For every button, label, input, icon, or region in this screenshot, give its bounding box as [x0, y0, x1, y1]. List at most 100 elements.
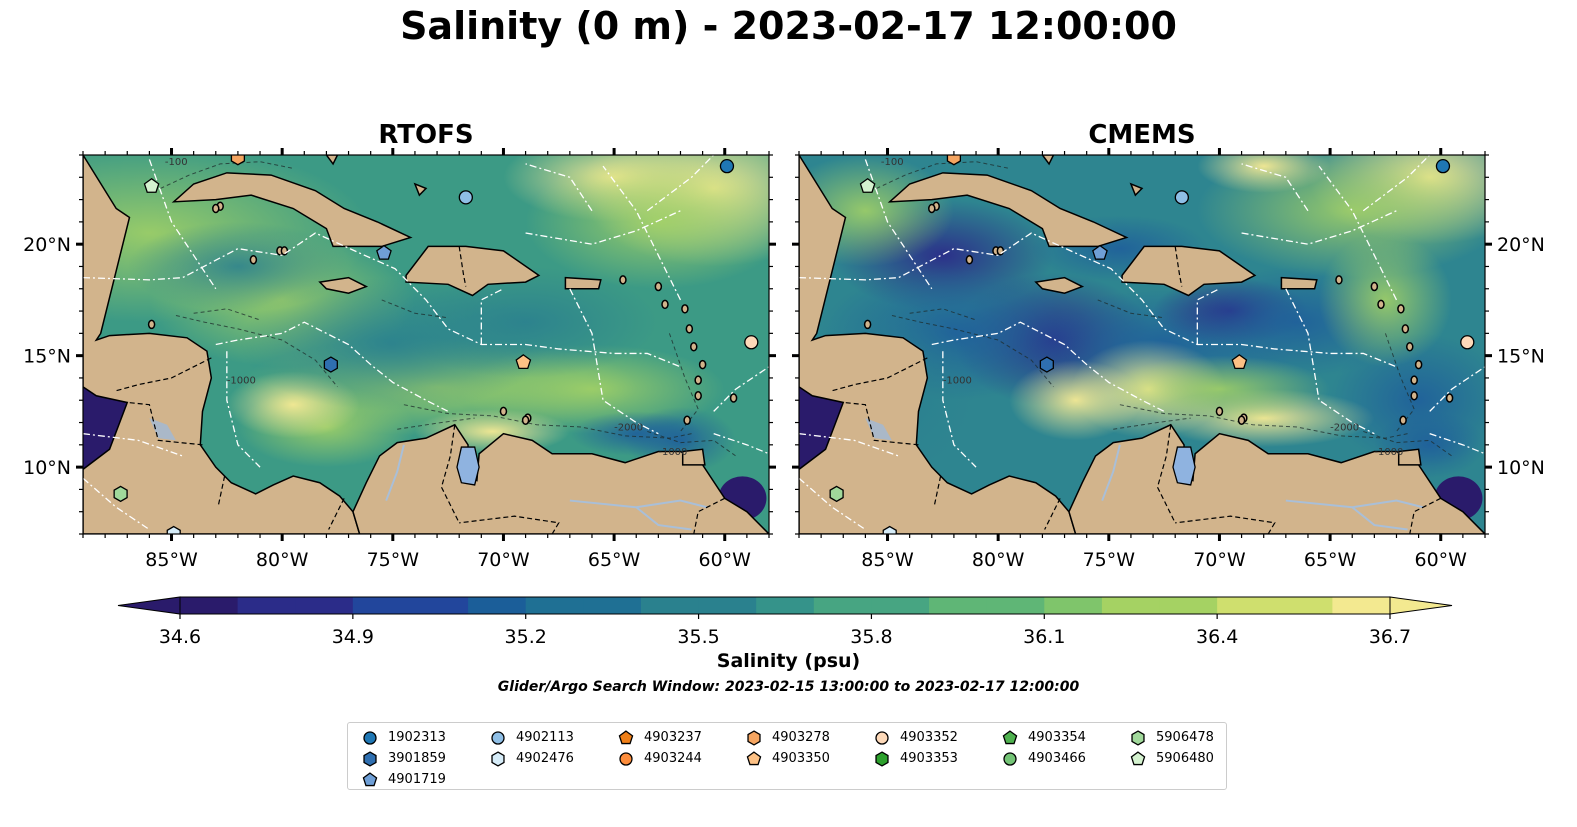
colorbar-segment [468, 597, 527, 614]
island [681, 304, 689, 314]
legend-column: 4903354 4903466 [1002, 727, 1086, 769]
float-legend: 1902313 3901859 4901719 4902113 4902476 49032… [347, 722, 1227, 790]
legend-label: 3901859 [388, 751, 446, 766]
float-marker-4901719 [1092, 244, 1108, 260]
land-polygon [318, 276, 369, 295]
colorbar-segment [1044, 597, 1103, 614]
river [1101, 444, 1121, 501]
land-polygon [1129, 182, 1144, 197]
colorbar-segment [929, 597, 988, 614]
panel-title-cmems: CMEMS [1088, 120, 1196, 150]
river [385, 444, 405, 501]
land-polygon [564, 276, 602, 290]
island [996, 246, 1005, 256]
legend-label: 4901719 [388, 772, 446, 787]
legend-marker [619, 751, 633, 766]
legend-column: 4903352 4903353 [874, 727, 958, 769]
eez-boundary [83, 433, 183, 457]
country-border [1044, 498, 1061, 530]
legend-marker [1003, 751, 1017, 766]
lat-tick-label: 15°N [23, 346, 71, 368]
colorbar-segment [295, 597, 354, 614]
country-border [1174, 246, 1183, 287]
land-polygon [1280, 276, 1318, 290]
legend-marker [491, 730, 505, 745]
land-polygon [325, 155, 339, 166]
legend-item: 4903466 [1002, 748, 1086, 769]
colorbar-segment [640, 597, 700, 614]
contour-label: -1000 [943, 375, 972, 386]
colorbar-tick-label: 35.8 [850, 626, 892, 648]
legend-column: 4903278 4903350 [746, 727, 830, 769]
lon-tick-label: 70°W [477, 549, 530, 571]
colorbar-segment [410, 597, 469, 614]
float-marker-3901859 [323, 356, 338, 373]
eez-boundary [1241, 210, 1397, 245]
bathymetry-contour [668, 333, 699, 432]
lat-tick-label: 20°N [23, 234, 71, 256]
legend-label: 1902313 [388, 730, 446, 745]
lon-tick-label: 60°W [699, 549, 752, 571]
eez-boundary [799, 477, 866, 531]
bathymetry-contour [1119, 404, 1408, 439]
land-polygon [1034, 276, 1085, 295]
map-panel-rtofs: -100 -1000 -2000 -1000 85°W 80°W 75°W 70°W 65°W 6… [23, 148, 776, 571]
legend-column: 4902113 4902476 [490, 727, 574, 769]
lake-maracaibo [1172, 446, 1196, 486]
float-marker-4903352 [1460, 335, 1475, 350]
legend-item: 4903353 [874, 748, 958, 769]
river [635, 506, 692, 531]
colorbar-segment [583, 597, 642, 614]
colorbar-tick-label: 34.9 [332, 626, 374, 648]
island [499, 406, 508, 417]
colorbar-segment [180, 597, 239, 614]
lon-tick-label: 85°W [145, 549, 198, 571]
island [1399, 415, 1407, 426]
eez-boundary [226, 351, 261, 468]
map-panel-cmems: -100 -1000 -2000 -1000 85°W 80°W 75°W 70°W 65°W 6… [792, 148, 1545, 571]
bathymetry-contour [160, 161, 294, 189]
land-polygon [1397, 448, 1422, 466]
hexagon-marker-icon [1131, 729, 1145, 746]
island [694, 391, 702, 401]
eez-boundary [83, 232, 681, 368]
lon-tick-label: 60°W [1415, 549, 1468, 571]
hexagon-marker-icon [363, 750, 377, 767]
island [521, 415, 530, 426]
colorbar-label: Salinity (psu) [716, 650, 861, 672]
circle-marker-icon [1003, 751, 1017, 766]
pentagon-marker-icon [746, 750, 762, 765]
legend-label: 4903353 [900, 751, 958, 766]
bathymetry-contour [891, 315, 1054, 388]
eez-boundary [525, 163, 593, 212]
legend-label: 4903352 [900, 730, 958, 745]
island [863, 319, 872, 330]
eez-boundary [1429, 433, 1485, 455]
island [661, 299, 669, 310]
legend-item: 4901719 [362, 769, 446, 790]
lon-tick-label: 75°W [367, 549, 420, 571]
land-polygon [1068, 423, 1485, 534]
legend-label: 4903237 [644, 730, 702, 745]
island [928, 203, 936, 214]
legend-item: 4903278 [746, 727, 830, 748]
island [1401, 324, 1410, 334]
land-polygon [413, 182, 428, 197]
country-border [829, 357, 928, 392]
float-marker-4903352 [744, 335, 759, 350]
float-marker-4902113 [1174, 190, 1189, 205]
bathymetry-contour [175, 315, 338, 388]
colorbar-tick-label: 36.7 [1369, 626, 1411, 648]
legend-item: 3901859 [362, 748, 446, 769]
colorbar-segment [352, 597, 412, 614]
float-marker-4903350 [515, 354, 532, 370]
land-polygon [171, 172, 413, 248]
legend-label: 4902476 [516, 751, 574, 766]
country-border [440, 424, 460, 524]
bathymetry-contour [397, 417, 475, 430]
land-polygon [1121, 245, 1257, 297]
float-marker-4902113 [458, 190, 473, 205]
land-polygon [1041, 155, 1055, 166]
colorbar-segment [986, 597, 1045, 614]
map-frame [798, 154, 1486, 535]
